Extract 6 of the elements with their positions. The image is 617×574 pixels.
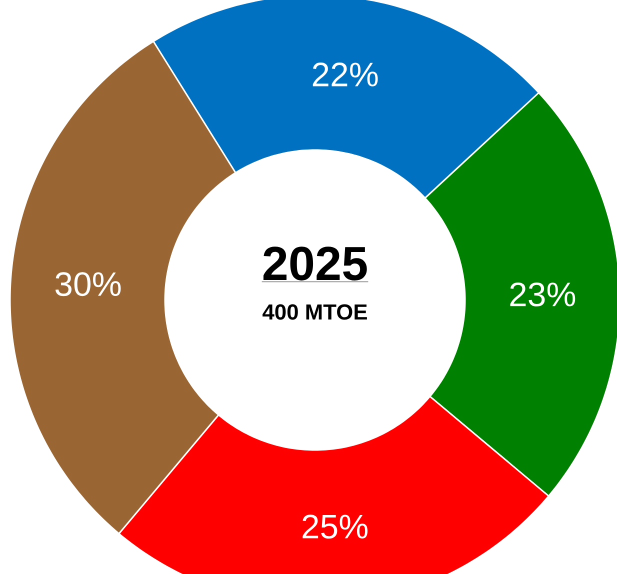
data-label: 30% [55, 272, 121, 296]
text: 2025 [263, 246, 367, 280]
data-label: 25% [302, 514, 368, 539]
data-label: 23% [510, 282, 576, 306]
data-label: 22% [312, 62, 378, 86]
text: 400 MTOE [262, 304, 367, 320]
